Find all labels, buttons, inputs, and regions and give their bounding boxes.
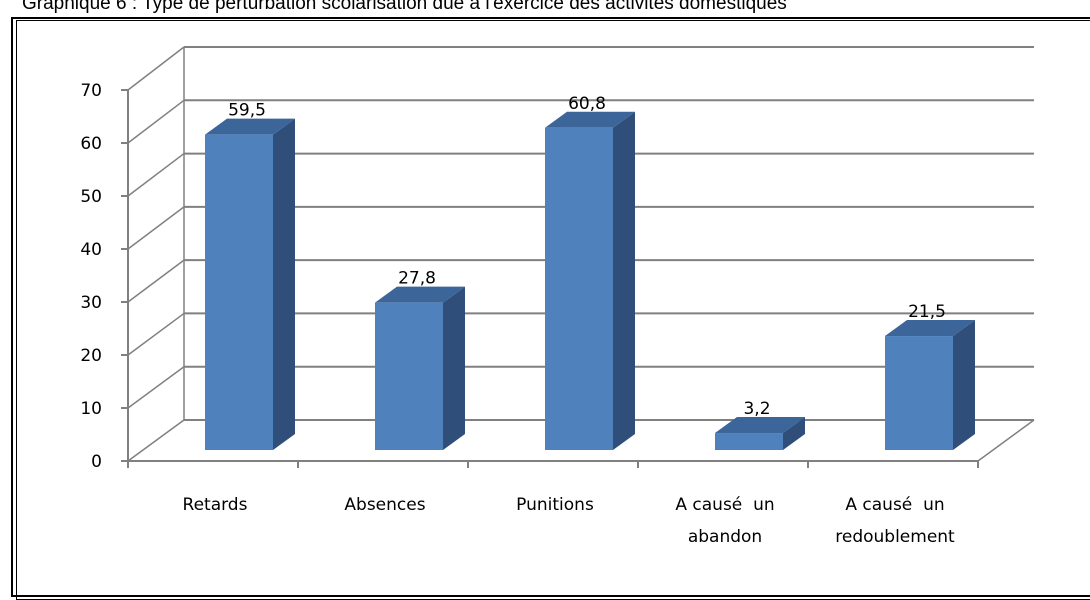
bar-side-0 <box>273 118 295 451</box>
floor-right-edge <box>977 419 1035 462</box>
bar-side-1 <box>443 286 465 450</box>
bar-4 <box>885 336 953 450</box>
data-label-0: 59,5 <box>228 101 266 121</box>
y-tick-label-60: 60 <box>80 134 102 154</box>
side-gridline-50 <box>127 152 185 197</box>
y-tick-label-10: 10 <box>80 399 102 419</box>
y-tick-label-50: 50 <box>80 187 102 207</box>
side-gridline-60 <box>127 99 185 144</box>
data-label-4: 21,5 <box>908 302 946 322</box>
category-label-1-0: Absences <box>344 495 425 515</box>
bar-top-3 <box>715 417 805 434</box>
category-label-3-1: abandon <box>688 527 762 547</box>
bar-side-2 <box>613 111 635 450</box>
y-tick-label-20: 20 <box>80 346 102 366</box>
category-label-4-0: A causé un <box>845 495 944 515</box>
category-label-4-1: redoublement <box>835 527 955 547</box>
category-label-2-0: Punitions <box>516 495 594 515</box>
bar-top-4 <box>885 320 975 337</box>
y-tick-label-70: 70 <box>80 81 102 101</box>
bar-side-3 <box>783 417 805 450</box>
data-label-1: 27,8 <box>398 269 436 289</box>
data-label-3: 3,2 <box>743 399 770 419</box>
category-label-3-0: A causé un <box>675 495 774 515</box>
y-tick-label-30: 30 <box>80 293 102 313</box>
side-gridline-30 <box>127 259 185 303</box>
bar-1 <box>375 302 443 450</box>
y-tick-label-0: 0 <box>91 452 102 472</box>
side-gridline-10 <box>127 366 185 409</box>
bar-2 <box>545 127 613 450</box>
data-label-2: 60,8 <box>568 94 606 114</box>
bar-side-4 <box>953 320 975 450</box>
category-label-0-0: Retards <box>183 495 248 515</box>
side-gridline-20 <box>127 312 185 356</box>
side-gridline-70 <box>127 46 185 91</box>
chart-title: Graphique 6 : Type de perturbation scola… <box>22 0 787 14</box>
bar-0 <box>205 134 273 450</box>
side-gridline-40 <box>127 206 185 250</box>
bar-3 <box>715 433 783 450</box>
bar-top-2 <box>545 111 635 128</box>
bar-top-0 <box>205 118 295 135</box>
side-gridline-0 <box>127 419 185 462</box>
bar-chart: 0 10 20 30 40 50 60 70 59,5 27,8 60,8 3,2 21,5 Retard… <box>80 46 1035 547</box>
bar-top-1 <box>375 286 465 303</box>
y-tick-label-40: 40 <box>80 240 102 260</box>
